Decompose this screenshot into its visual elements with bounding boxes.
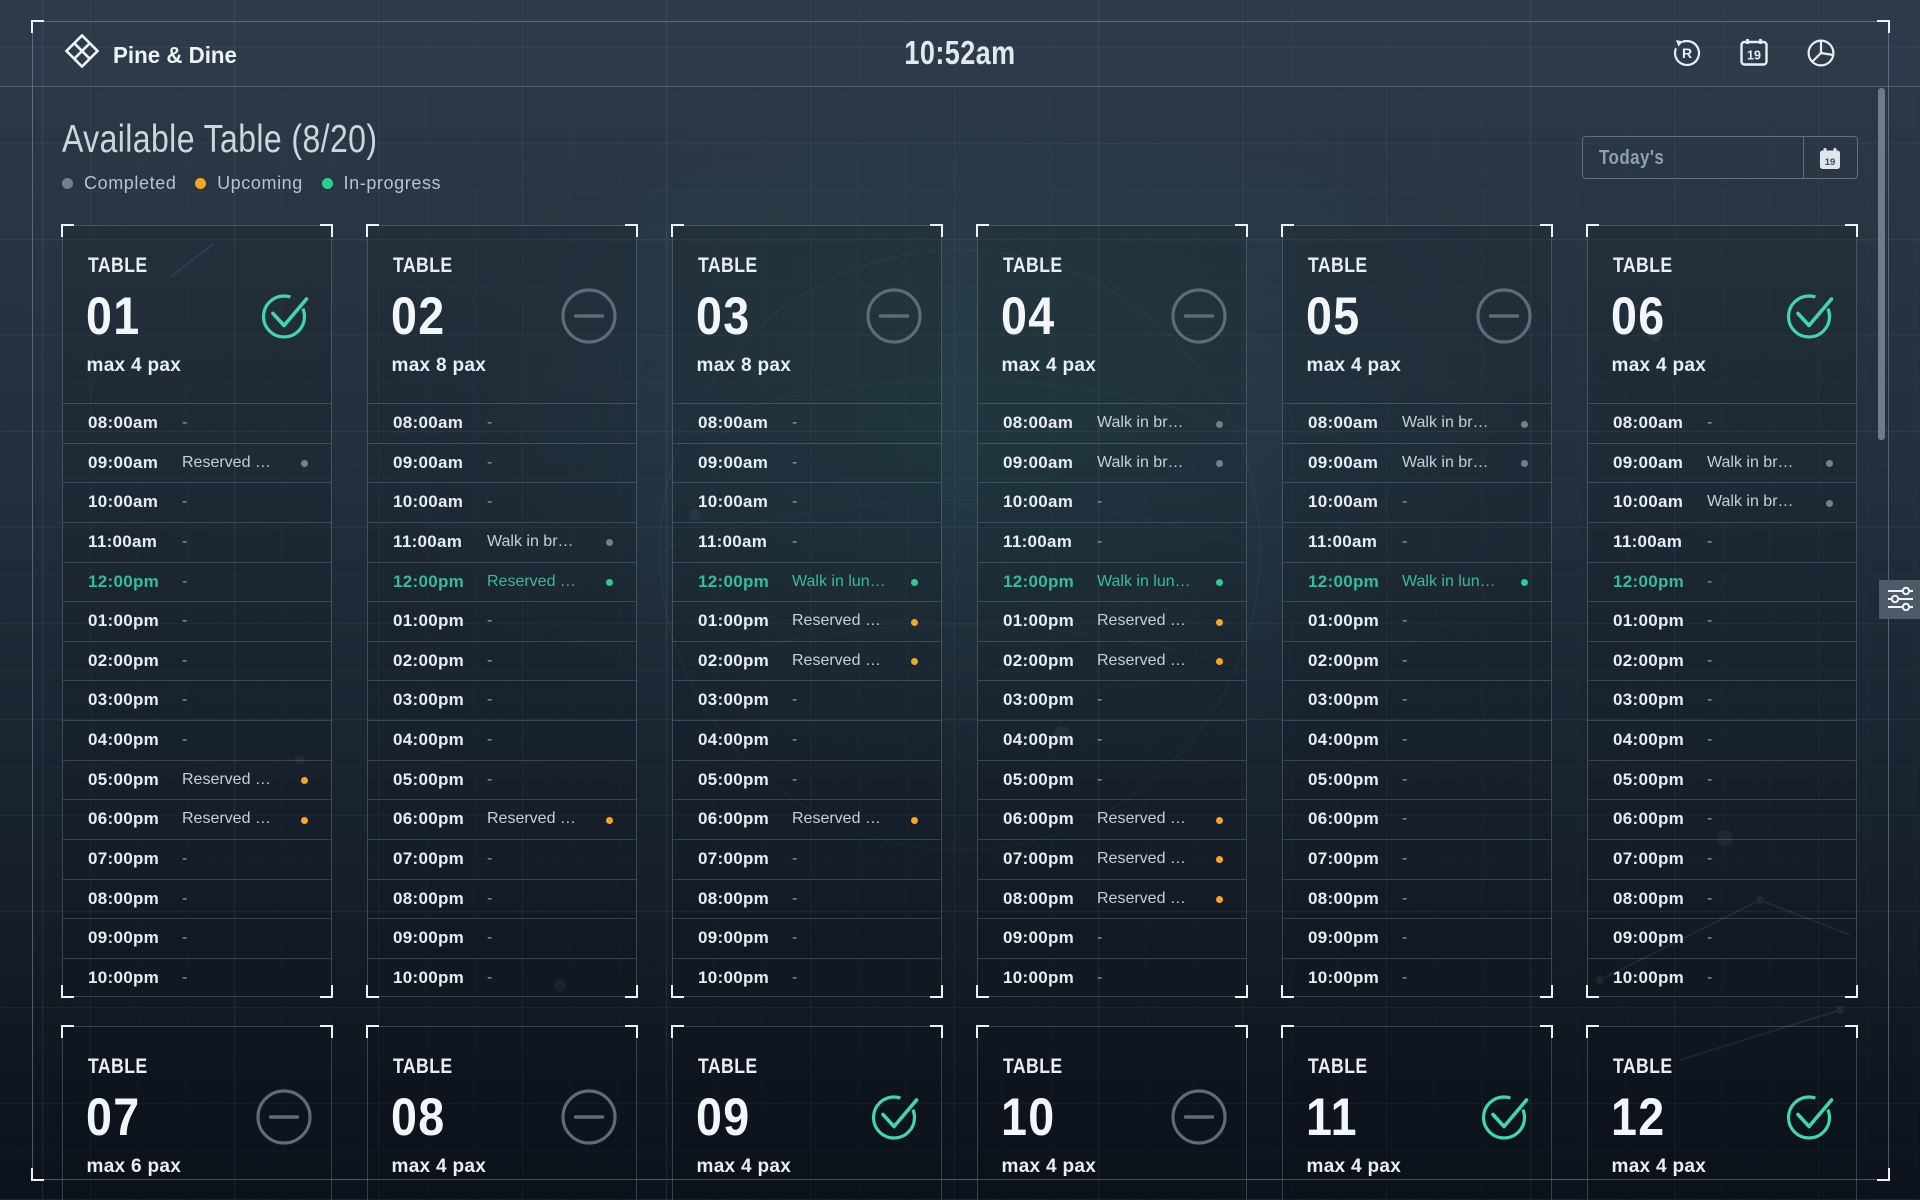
svg-text:R: R <box>1682 45 1692 61</box>
svg-text:19: 19 <box>1747 49 1761 63</box>
svg-text:19: 19 <box>1825 157 1836 168</box>
